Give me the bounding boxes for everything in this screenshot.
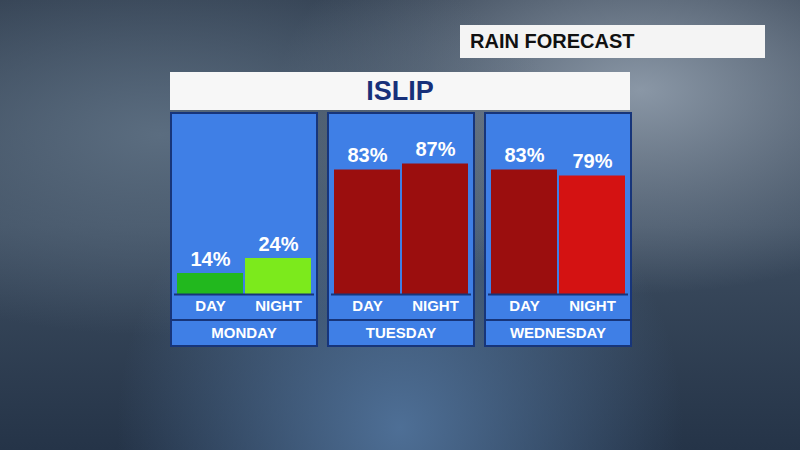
svg-text:DAY: DAY [352,297,382,314]
html-text:ISLIP: ISLIP [366,76,434,106]
svg-text:14%: 14% [190,248,230,270]
svg-text:DAY: DAY [509,297,539,314]
html-text:WEDNESDAY: WEDNESDAY [509,324,607,341]
svg-text:NIGHT: NIGHT [412,297,459,314]
svg-text:NIGHT: NIGHT [569,297,616,314]
svg-text:83%: 83% [504,144,544,166]
svg-text:79%: 79% [572,150,612,172]
html-text:MONDAY: MONDAY [211,324,277,341]
svg-text:83%: 83% [347,144,387,166]
html-text:RAIN FORECAST: RAIN FORECAST [470,30,635,52]
html-text:TUESDAY: TUESDAY [365,324,437,341]
svg-text:87%: 87% [415,138,455,160]
svg-text:DAY: DAY [195,297,225,314]
svg-text:24%: 24% [258,233,298,255]
svg-text:NIGHT: NIGHT [255,297,302,314]
